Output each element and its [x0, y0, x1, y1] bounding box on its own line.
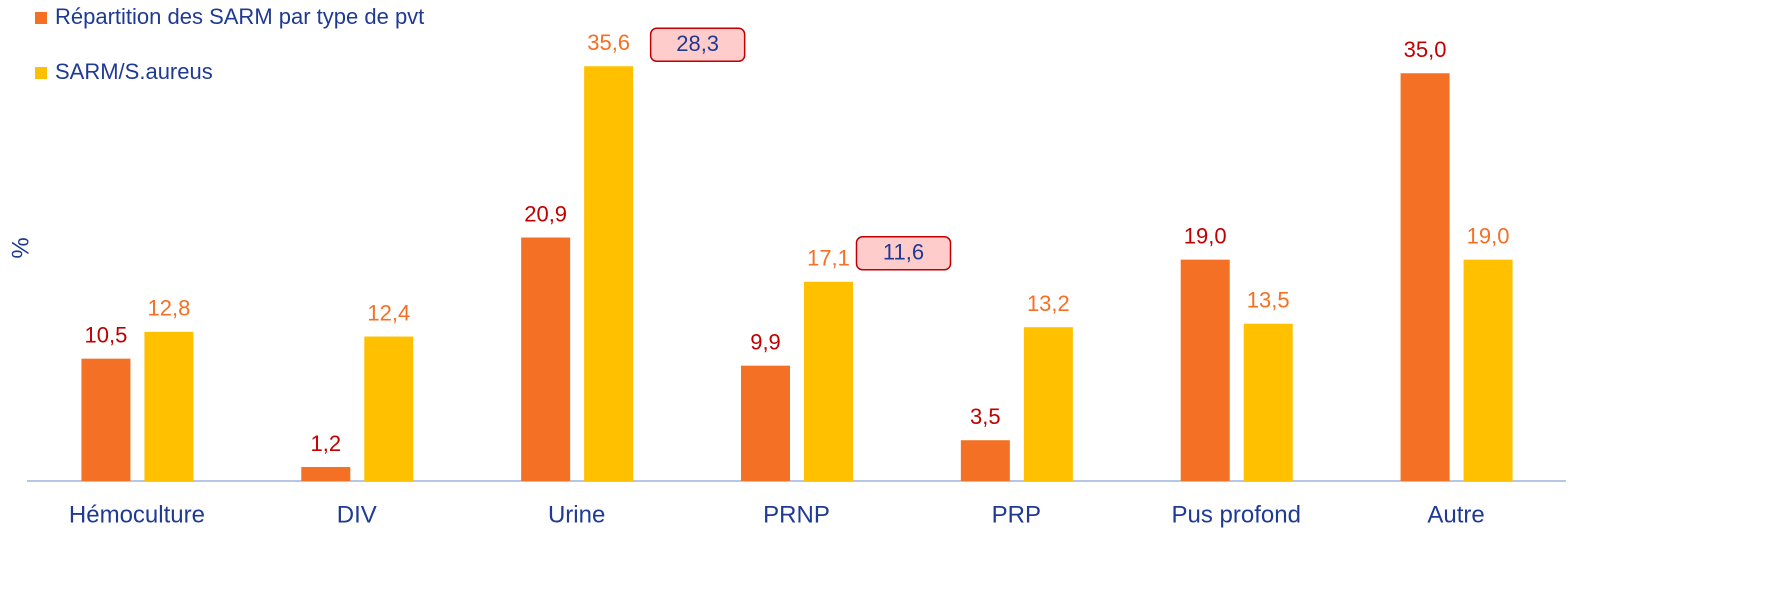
bar	[301, 467, 351, 481]
bar	[81, 358, 131, 481]
annotation-box	[855, 236, 952, 271]
bar	[144, 331, 194, 481]
value-label: 19,0	[1184, 223, 1227, 248]
x-tick-label: PRNP	[763, 501, 830, 528]
legend-swatch	[35, 12, 47, 24]
value-label: 35,6	[587, 30, 630, 55]
value-label: 1,2	[310, 431, 341, 456]
value-label: 35,0	[1404, 37, 1447, 62]
value-label: 9,9	[750, 329, 781, 354]
legend-label: SARM/S.aureus	[55, 59, 213, 84]
bar	[1463, 259, 1513, 481]
value-label: 12,8	[148, 296, 191, 321]
x-tick-label: PRP	[992, 501, 1041, 528]
bar	[1180, 259, 1230, 481]
value-label: 10,5	[85, 322, 128, 347]
x-tick-label: DIV	[337, 501, 377, 528]
value-label: 13,5	[1247, 288, 1290, 313]
bar	[1023, 327, 1073, 481]
bar	[364, 336, 414, 481]
y-axis-label: %	[7, 237, 34, 258]
bar	[584, 66, 634, 481]
value-label: 3,5	[970, 404, 1001, 429]
legend-label: Répartition des SARM par type de pvt	[55, 4, 424, 29]
x-tick-label: Hémoculture	[69, 501, 205, 528]
x-tick-label: Autre	[1427, 501, 1484, 528]
bar	[960, 440, 1010, 481]
value-label: 17,1	[807, 246, 850, 271]
value-label: 13,2	[1027, 291, 1070, 316]
value-label: 20,9	[524, 201, 567, 226]
bar	[1400, 73, 1450, 481]
legend-swatch	[35, 67, 47, 79]
x-tick-label: Pus profond	[1172, 501, 1301, 528]
bar	[521, 237, 571, 481]
bar	[804, 281, 853, 481]
bar	[741, 365, 790, 481]
annotation-label: 28,3	[676, 31, 719, 56]
x-tick-label: Urine	[548, 501, 605, 528]
annotation-box	[649, 27, 746, 63]
value-label: 19,0	[1467, 223, 1510, 248]
value-label: 12,4	[367, 300, 410, 325]
bar	[1243, 323, 1293, 481]
annotation-label: 11,6	[883, 240, 924, 265]
